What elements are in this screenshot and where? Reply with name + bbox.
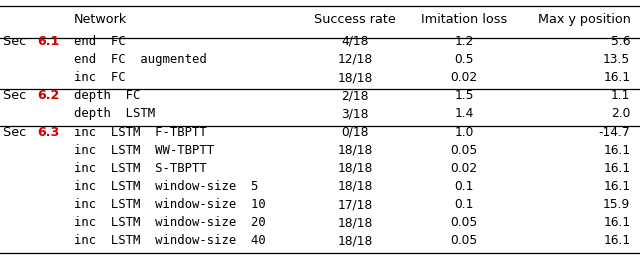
Text: 6.2: 6.2: [37, 89, 60, 102]
Text: 1.5: 1.5: [454, 89, 474, 102]
Text: 0.02: 0.02: [451, 162, 477, 175]
Text: 0.05: 0.05: [451, 234, 477, 248]
Text: 0.1: 0.1: [454, 180, 474, 193]
Text: 0.02: 0.02: [451, 71, 477, 84]
Text: 1.4: 1.4: [454, 107, 474, 120]
Text: Max y position: Max y position: [538, 13, 630, 26]
Text: 1.0: 1.0: [454, 125, 474, 139]
Text: 13.5: 13.5: [603, 53, 630, 66]
Text: 0.5: 0.5: [454, 53, 474, 66]
Text: 1.1: 1.1: [611, 89, 630, 102]
Text: 18/18: 18/18: [337, 216, 373, 229]
Text: end  FC: end FC: [74, 35, 125, 48]
Text: inc  LSTM  S-TBPTT: inc LSTM S-TBPTT: [74, 162, 206, 175]
Text: inc  LSTM  window-size  5: inc LSTM window-size 5: [74, 180, 258, 193]
Text: Success rate: Success rate: [314, 13, 396, 26]
Text: 2.0: 2.0: [611, 107, 630, 120]
Text: 0.05: 0.05: [451, 216, 477, 229]
Text: end  FC  augmented: end FC augmented: [74, 53, 206, 66]
Text: 17/18: 17/18: [337, 198, 373, 211]
Text: 18/18: 18/18: [337, 234, 373, 248]
Text: 18/18: 18/18: [337, 144, 373, 157]
Text: 2/18: 2/18: [342, 89, 369, 102]
Text: depth  FC: depth FC: [74, 89, 140, 102]
Text: inc  LSTM  window-size  10: inc LSTM window-size 10: [74, 198, 266, 211]
Text: 16.1: 16.1: [604, 180, 630, 193]
Text: 16.1: 16.1: [604, 216, 630, 229]
Text: inc  LSTM  F-TBPTT: inc LSTM F-TBPTT: [74, 125, 206, 139]
Text: Sec: Sec: [3, 125, 30, 139]
Text: inc  LSTM  window-size  20: inc LSTM window-size 20: [74, 216, 266, 229]
Text: Imitation loss: Imitation loss: [421, 13, 507, 26]
Text: Sec: Sec: [3, 89, 30, 102]
Text: 18/18: 18/18: [337, 71, 373, 84]
Text: 1.2: 1.2: [454, 35, 474, 48]
Text: Network: Network: [74, 13, 127, 26]
Text: 3/18: 3/18: [342, 107, 369, 120]
Text: 16.1: 16.1: [604, 71, 630, 84]
Text: 18/18: 18/18: [337, 180, 373, 193]
Text: Sec: Sec: [3, 35, 30, 48]
Text: 16.1: 16.1: [604, 144, 630, 157]
Text: 4/18: 4/18: [342, 35, 369, 48]
Text: 5.6: 5.6: [611, 35, 630, 48]
Text: inc  LSTM  WW-TBPTT: inc LSTM WW-TBPTT: [74, 144, 214, 157]
Text: 0.1: 0.1: [454, 198, 474, 211]
Text: 15.9: 15.9: [603, 198, 630, 211]
Text: 18/18: 18/18: [337, 162, 373, 175]
Text: 6.3: 6.3: [37, 125, 60, 139]
Text: 16.1: 16.1: [604, 234, 630, 248]
Text: -14.7: -14.7: [599, 125, 630, 139]
Text: inc  FC: inc FC: [74, 71, 125, 84]
Text: 12/18: 12/18: [337, 53, 373, 66]
Text: 0.05: 0.05: [451, 144, 477, 157]
Text: 6.1: 6.1: [37, 35, 60, 48]
Text: 16.1: 16.1: [604, 162, 630, 175]
Text: 0/18: 0/18: [342, 125, 369, 139]
Text: inc  LSTM  window-size  40: inc LSTM window-size 40: [74, 234, 266, 248]
Text: depth  LSTM: depth LSTM: [74, 107, 155, 120]
